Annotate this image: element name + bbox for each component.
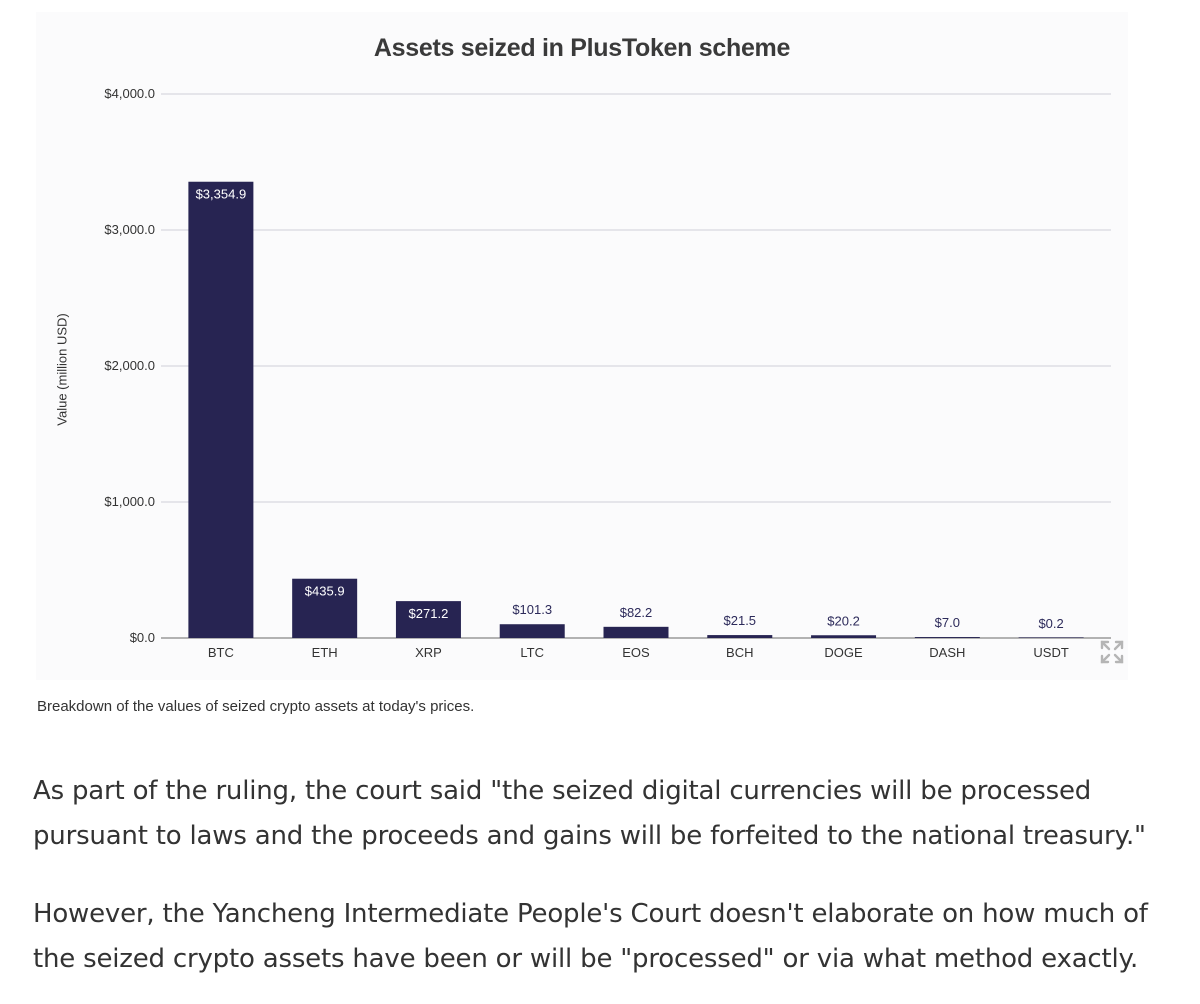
- y-tick-label: $3,000.0: [104, 222, 155, 237]
- data-label: $3,354.9: [196, 187, 247, 202]
- article-paragraph: As part of the ruling, the court said "t…: [33, 776, 1146, 851]
- bar-xrp: [395, 601, 461, 638]
- data-label: $7.0: [935, 615, 960, 630]
- bar-dash: [914, 637, 980, 638]
- y-tick-label: $4,000.0: [104, 86, 155, 101]
- bar-eth: [292, 578, 358, 638]
- x-tick-label: BTC: [208, 645, 234, 660]
- y-tick-label: $0.0: [130, 630, 155, 645]
- chart-title: Assets seized in PlusToken scheme: [373, 34, 791, 62]
- bar-usdt: [1018, 637, 1084, 638]
- y-tick-label: $2,000.0: [104, 358, 155, 373]
- x-tick-label: DOGE: [824, 645, 863, 660]
- x-tick-label: ETH: [312, 645, 338, 660]
- chart-caption: Breakdown of the values of seized crypto…: [37, 698, 475, 715]
- expand-icon[interactable]: [1098, 638, 1126, 666]
- data-label: $271.2: [409, 606, 449, 621]
- x-tick-label: EOS: [622, 645, 650, 660]
- data-label: $0.2: [1038, 616, 1063, 631]
- x-tick-label: LTC: [520, 645, 544, 660]
- x-tick-label: BCH: [726, 645, 753, 660]
- bar-bch: [707, 635, 773, 638]
- bar-chart: $0.0 $1,000.0 $2,000.0 $3,000.0 $4,000.0 $3,3…: [104, 86, 1111, 660]
- bar-eos: [603, 626, 669, 638]
- data-label: $82.2: [620, 605, 653, 620]
- x-tick-label: DASH: [929, 645, 965, 660]
- data-label: $20.2: [827, 613, 860, 628]
- bar-doge: [811, 635, 877, 638]
- x-tick-label: XRP: [415, 645, 442, 660]
- chart-container: Assets seized in PlusToken scheme Value …: [36, 12, 1128, 680]
- x-tick-label: USDT: [1033, 645, 1068, 660]
- data-label: $435.9: [305, 584, 345, 599]
- y-tick-label: $1,000.0: [104, 494, 155, 509]
- article-paragraph: However, the Yancheng Intermediate Peopl…: [33, 899, 1148, 974]
- data-label: $21.5: [724, 613, 757, 628]
- data-label: $101.3: [512, 602, 552, 617]
- bar-ltc: [499, 624, 565, 638]
- bar-btc: [188, 181, 254, 639]
